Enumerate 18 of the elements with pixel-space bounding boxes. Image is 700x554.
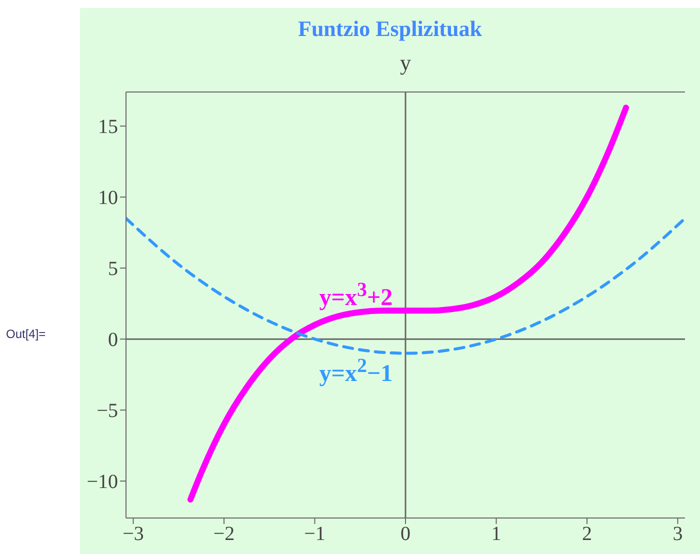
x-tick-label: −1 — [304, 523, 326, 546]
x-tick-label: 1 — [491, 523, 502, 546]
chart-title: Funtzio Esplizituak — [297, 16, 483, 42]
y-tick-label: 5 — [108, 258, 118, 280]
series-label: y=x$^{3}$+2 — [319, 279, 393, 312]
y-tick-label: 0 — [108, 329, 118, 352]
x-tick-label: −3 — [122, 523, 144, 546]
y-tick-label: 15 — [98, 116, 118, 138]
y-tick-label: 10 — [98, 187, 118, 210]
text: Out[4]= — [6, 327, 46, 341]
x-tick-label: 0 — [400, 523, 410, 546]
y-axis-title: y — [399, 50, 412, 76]
y-tick-label: −5 — [96, 400, 118, 422]
x-tick-label: −2 — [213, 523, 235, 546]
x-tick-label: 2 — [582, 523, 592, 546]
y-tick-label: −10 — [86, 471, 118, 494]
series-label: y=x$^{2}$−1 — [319, 354, 393, 388]
x-tick-label: 3 — [672, 523, 683, 546]
